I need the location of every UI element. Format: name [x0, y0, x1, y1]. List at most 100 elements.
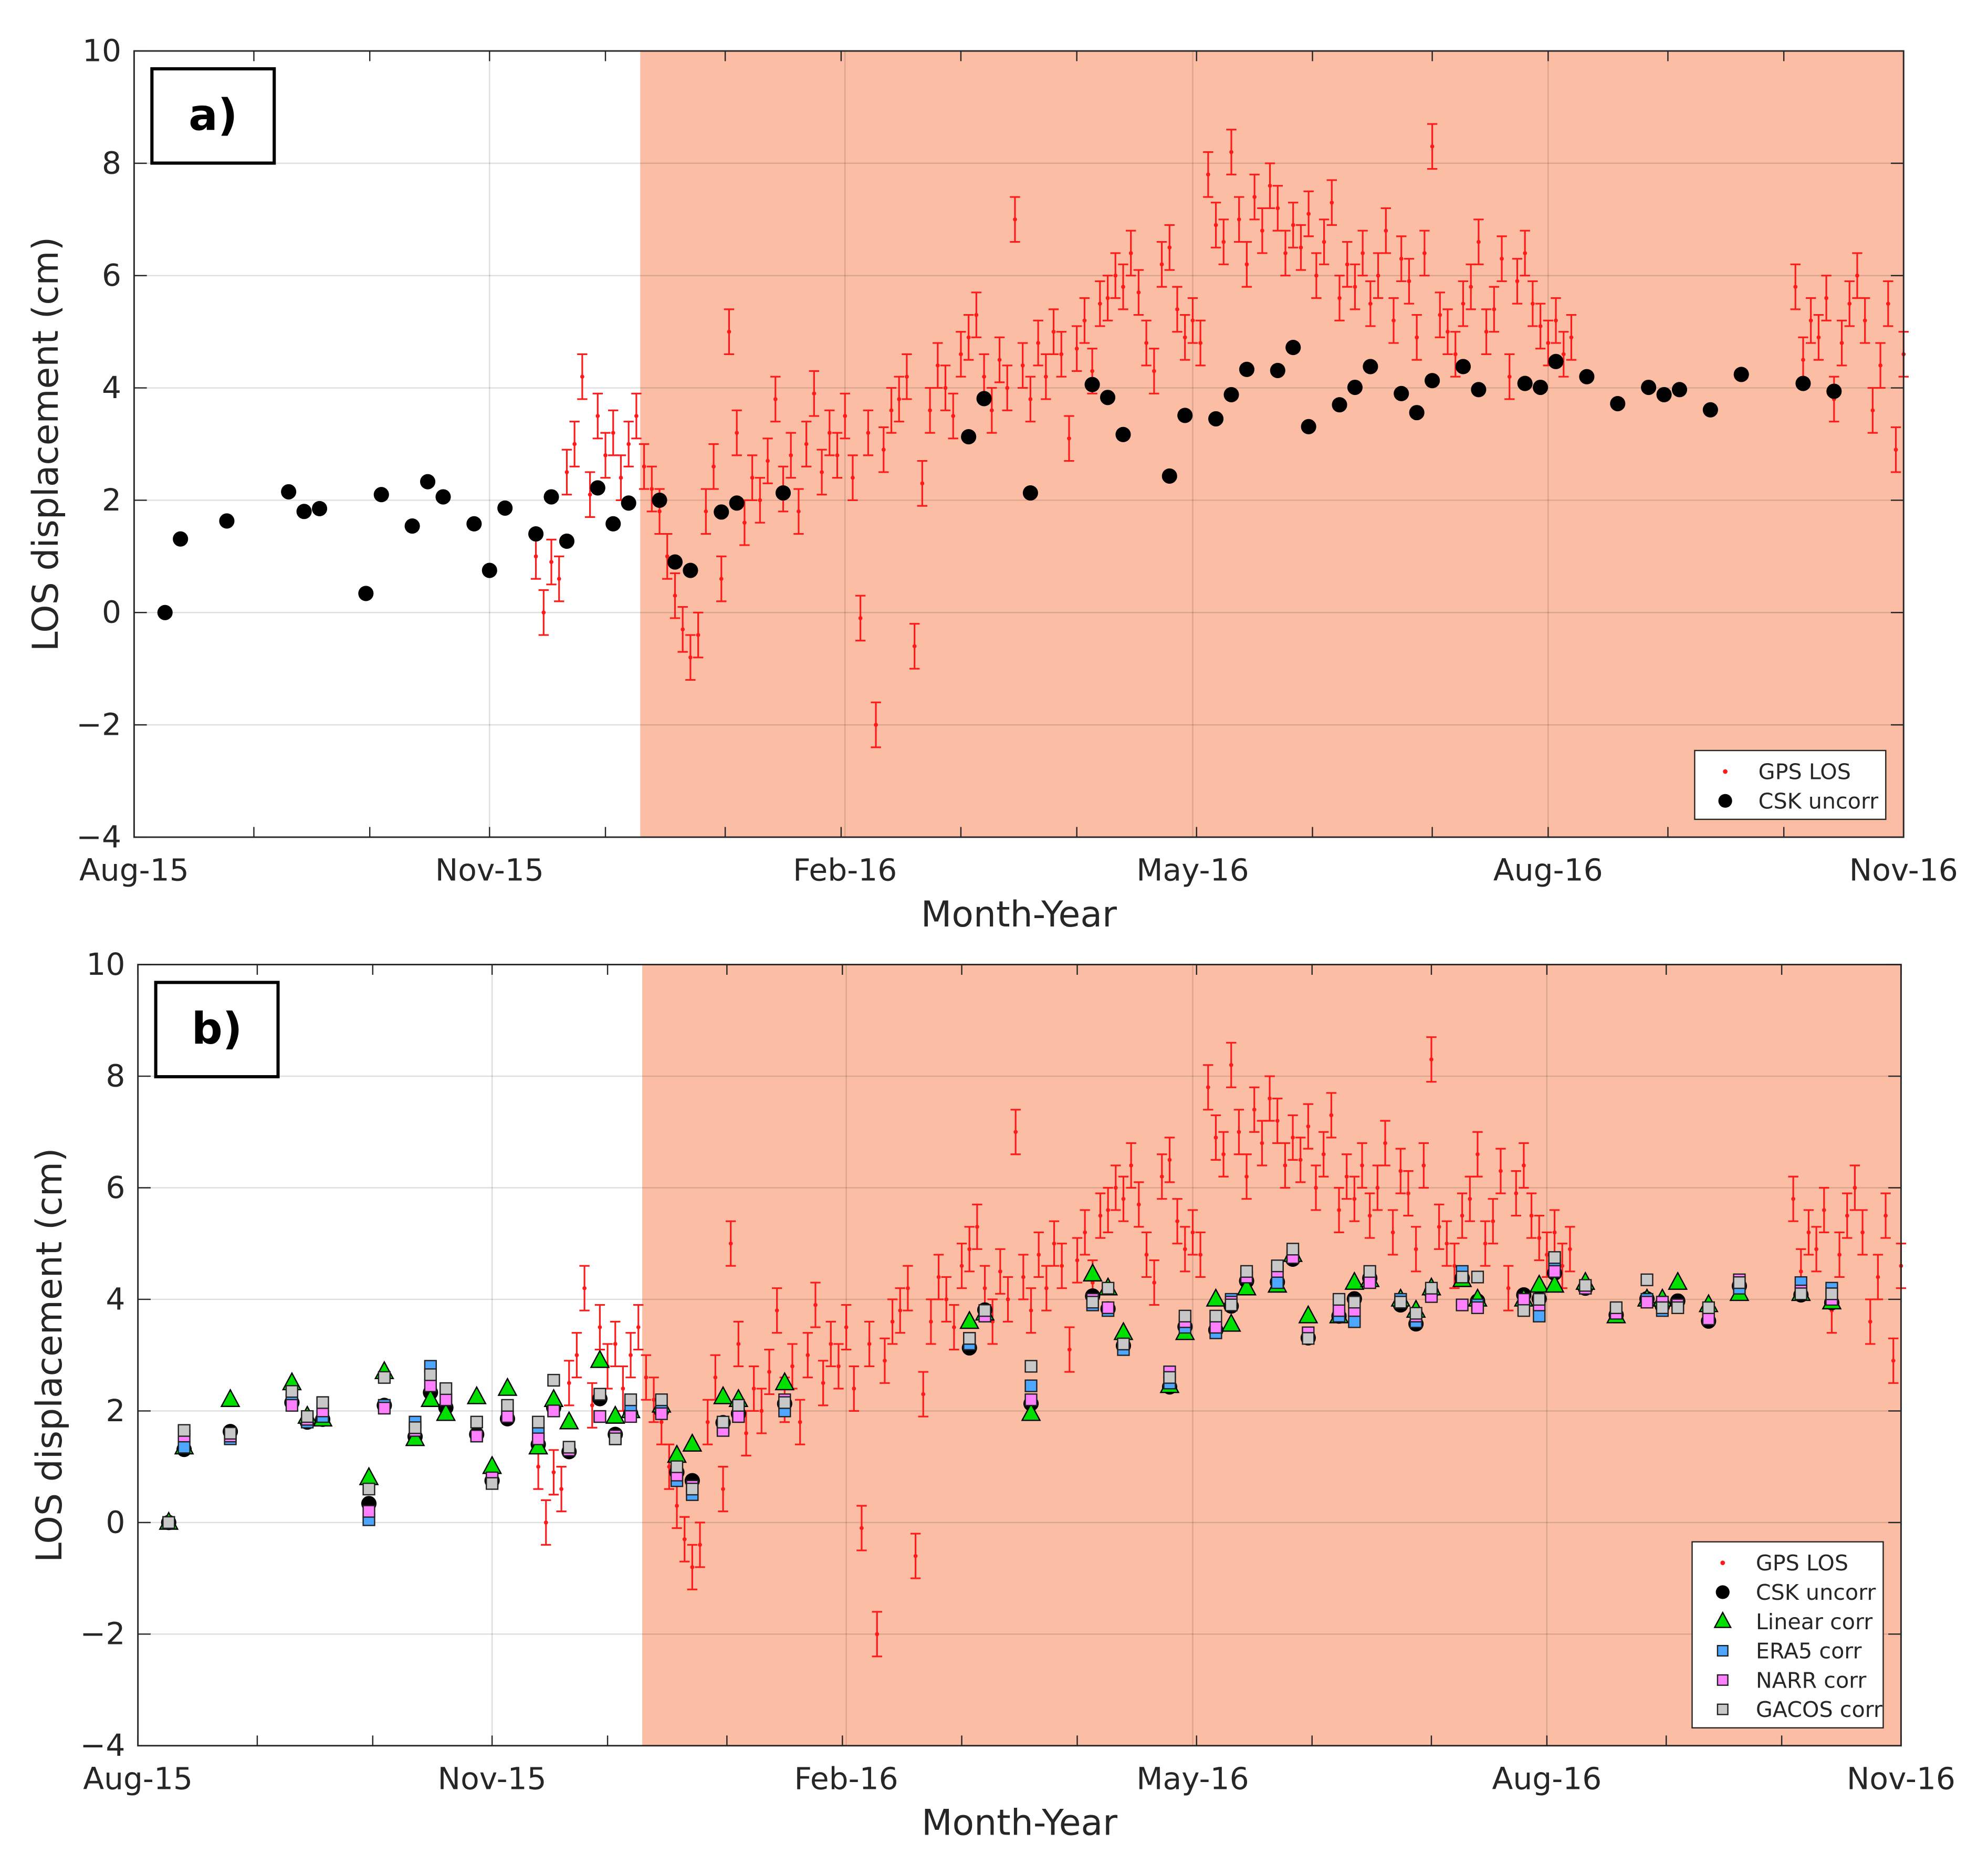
csk-point: [652, 492, 667, 508]
gps-point: [1149, 1259, 1159, 1306]
gps-marker: [959, 1264, 964, 1268]
gps-point: [1002, 364, 1012, 411]
gacos-corr-point: [1286, 1243, 1300, 1256]
csk-point: [961, 429, 977, 445]
gps-marker: [1051, 329, 1056, 334]
gps-marker: [619, 475, 623, 480]
gps-marker: [821, 1381, 825, 1386]
gps-point: [801, 421, 812, 467]
gps-point: [1010, 1109, 1021, 1155]
gps-marker: [1801, 358, 1805, 362]
gps-marker: [564, 470, 569, 474]
gps-point: [995, 1248, 1006, 1295]
gps-point: [724, 308, 735, 356]
narr-corr-point: [1024, 1393, 1038, 1407]
y-tick-label: 10: [82, 33, 121, 68]
gps-marker: [1469, 285, 1473, 289]
linear-corr-point: [559, 1411, 579, 1430]
csk-point: [296, 504, 312, 519]
narr-corr-point: [501, 1410, 514, 1423]
gps-point: [577, 353, 588, 400]
csk-point: [605, 516, 621, 532]
gps-marker: [1159, 1174, 1164, 1179]
csk-point: [1715, 1585, 1730, 1599]
gps-point: [1875, 342, 1886, 389]
gps-marker: [860, 1526, 864, 1530]
gps-marker: [1198, 341, 1203, 345]
csk-point: [683, 563, 698, 578]
gps-marker: [1878, 363, 1882, 368]
gps-point: [802, 1332, 813, 1379]
gps-marker: [1445, 1241, 1449, 1246]
gps-marker: [536, 1464, 540, 1469]
narr-corr-point: [547, 1404, 560, 1418]
gps-marker: [1352, 1196, 1357, 1201]
gps-marker: [642, 464, 646, 469]
gps-point: [917, 460, 928, 507]
gps-marker: [1059, 352, 1064, 357]
gps-marker: [1314, 273, 1319, 278]
gps-point: [1419, 230, 1430, 277]
gps-point: [956, 331, 966, 378]
gps-marker: [582, 1286, 587, 1290]
gps-point: [1280, 1142, 1291, 1189]
gps-marker: [866, 431, 871, 435]
legend-label: ERA5 corr: [1756, 1639, 1862, 1664]
era5-corr-point: [1533, 1309, 1546, 1322]
gps-point: [810, 1282, 821, 1328]
gps-point: [1495, 1148, 1506, 1194]
gps-marker: [744, 1431, 748, 1435]
gps-marker: [843, 414, 847, 418]
shaded-period: [642, 964, 1901, 1746]
gps-point: [618, 1365, 629, 1412]
linear-corr-point: [1206, 1288, 1226, 1307]
gps-marker: [1106, 1208, 1111, 1212]
gps-marker: [829, 1342, 833, 1346]
gps-point: [564, 1360, 574, 1407]
gps-marker: [951, 414, 956, 418]
gps-point: [1249, 173, 1260, 221]
gps-point: [662, 533, 673, 580]
gps-marker: [1529, 1213, 1534, 1218]
gps-marker: [1870, 408, 1875, 413]
gps-point: [833, 1343, 844, 1390]
gps-point: [1504, 353, 1515, 400]
csk-point: [1270, 362, 1285, 378]
csk-point: [1394, 386, 1409, 401]
linear-corr-point: [1668, 1271, 1688, 1290]
gacos-corr-point: [1163, 1371, 1176, 1384]
gps-point: [548, 1449, 559, 1496]
era5-corr-point: [1717, 1644, 1729, 1657]
gps-point: [1342, 241, 1353, 288]
csk-point: [435, 489, 451, 505]
gps-marker: [1375, 1185, 1380, 1190]
gps-point: [716, 555, 727, 602]
gps-marker: [1453, 352, 1458, 357]
gacos-corr-point: [562, 1441, 576, 1454]
gacos-corr-point: [1363, 1265, 1376, 1278]
gacos-corr-point: [1533, 1293, 1546, 1306]
gps-point: [1110, 252, 1121, 299]
gacos-corr-point: [1271, 1259, 1284, 1273]
csk-point: [1671, 382, 1688, 398]
gps-point: [677, 606, 688, 653]
gps-point: [1888, 1337, 1899, 1384]
gps-marker: [1190, 318, 1195, 323]
gps-marker: [1052, 1241, 1056, 1246]
gps-point: [887, 1298, 898, 1345]
gps-point: [1527, 280, 1538, 327]
shaded-period: [640, 51, 1904, 837]
linear-corr-point: [1221, 1313, 1241, 1332]
gps-point: [1834, 1231, 1845, 1278]
gps-point: [1257, 1120, 1268, 1166]
gps-marker: [920, 481, 925, 486]
gacos-corr-point: [162, 1516, 175, 1529]
gps-point: [909, 623, 920, 670]
gps-marker: [613, 1342, 618, 1346]
gps-marker: [603, 453, 608, 457]
gps-marker: [1198, 1253, 1202, 1257]
gps-marker: [1483, 1241, 1488, 1246]
linear-corr-point: [420, 1388, 441, 1407]
gps-marker: [590, 1403, 594, 1408]
gps-point: [1218, 1131, 1229, 1178]
